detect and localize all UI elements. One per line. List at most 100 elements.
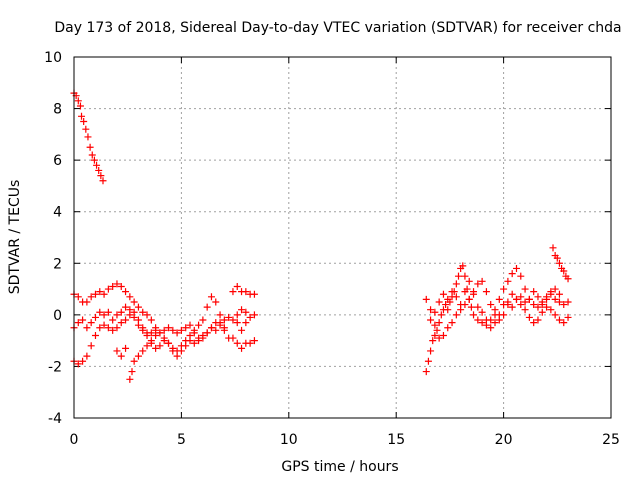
- data-point: [465, 277, 473, 285]
- data-point: [199, 316, 207, 324]
- data-point: [555, 298, 563, 306]
- data-point: [220, 324, 228, 332]
- data-point: [79, 316, 87, 324]
- data-point: [156, 329, 164, 337]
- data-point: [547, 288, 555, 296]
- data-point: [250, 290, 258, 298]
- data-point: [465, 295, 473, 303]
- data-point: [538, 308, 546, 316]
- data-point: [424, 357, 432, 365]
- x-tick-label: 5: [177, 432, 186, 448]
- data-point: [195, 337, 203, 345]
- x-tick-label: 20: [495, 432, 513, 448]
- data-point: [551, 311, 559, 319]
- data-point: [538, 301, 546, 309]
- data-point: [564, 313, 572, 321]
- series-track-f: [229, 282, 258, 352]
- data-point: [96, 324, 104, 332]
- data-point: [130, 357, 138, 365]
- series-track-d: [70, 311, 160, 368]
- data-point: [216, 321, 224, 329]
- data-point: [439, 290, 447, 298]
- data-point: [169, 326, 177, 334]
- data-point: [560, 301, 568, 309]
- y-tick-label: 8: [53, 102, 62, 118]
- data-point: [122, 316, 130, 324]
- data-point: [199, 334, 207, 342]
- data-point: [452, 293, 460, 301]
- data-point: [83, 324, 91, 332]
- data-point: [508, 290, 516, 298]
- data-point: [212, 326, 220, 334]
- data-point: [134, 321, 142, 329]
- data-point: [474, 280, 482, 288]
- data-point: [435, 334, 443, 342]
- data-point: [454, 272, 462, 280]
- data-point: [229, 288, 237, 296]
- data-point: [250, 311, 258, 319]
- data-point: [534, 293, 542, 301]
- data-point: [117, 308, 125, 316]
- data-point: [87, 293, 95, 301]
- data-point: [478, 277, 486, 285]
- data-point: [452, 311, 460, 319]
- data-point: [549, 244, 557, 252]
- data-point: [74, 360, 82, 368]
- data-point: [238, 326, 246, 334]
- data-point: [97, 172, 105, 180]
- data-point: [504, 277, 512, 285]
- data-point: [444, 324, 452, 332]
- data-point: [122, 303, 130, 311]
- data-point: [156, 342, 164, 350]
- data-point: [422, 295, 430, 303]
- data-point: [74, 293, 82, 301]
- y-tick-label: 6: [53, 153, 62, 169]
- data-point: [431, 308, 439, 316]
- data-point: [521, 285, 529, 293]
- data-point: [470, 311, 478, 319]
- data-point: [128, 368, 136, 376]
- data-point: [186, 337, 194, 345]
- data-point: [203, 303, 211, 311]
- data-point: [96, 308, 104, 316]
- data-point: [233, 319, 241, 327]
- y-axis-label: SDTVAR / TECUs: [7, 180, 23, 295]
- data-point: [88, 151, 96, 159]
- x-tick-label: 0: [70, 432, 79, 448]
- data-point: [487, 324, 495, 332]
- data-point: [177, 347, 185, 355]
- data-point: [90, 156, 98, 164]
- x-tick-label: 10: [280, 432, 298, 448]
- data-point: [242, 319, 250, 327]
- data-point: [457, 301, 465, 309]
- data-point: [169, 347, 177, 355]
- data-point: [104, 324, 112, 332]
- data-point: [143, 342, 151, 350]
- data-point: [427, 316, 435, 324]
- data-point: [87, 342, 95, 350]
- y-tick-label: 2: [53, 256, 62, 272]
- data-point: [87, 319, 95, 327]
- data-point: [74, 97, 82, 105]
- data-point: [448, 288, 456, 296]
- data-point: [76, 102, 84, 110]
- data-point: [491, 319, 499, 327]
- data-point: [452, 280, 460, 288]
- data-point: [242, 288, 250, 296]
- data-point: [517, 272, 525, 280]
- data-point: [427, 347, 435, 355]
- data-point: [422, 368, 430, 376]
- series-track-b: [70, 280, 233, 342]
- data-point: [147, 329, 155, 337]
- grid: [74, 57, 611, 418]
- data-point: [100, 321, 108, 329]
- data-point: [79, 357, 87, 365]
- data-point: [543, 295, 551, 303]
- data-point: [130, 313, 138, 321]
- series-track-i: [427, 277, 563, 332]
- data-series: [70, 89, 572, 383]
- data-point: [117, 282, 125, 290]
- data-point: [487, 301, 495, 309]
- data-point: [495, 295, 503, 303]
